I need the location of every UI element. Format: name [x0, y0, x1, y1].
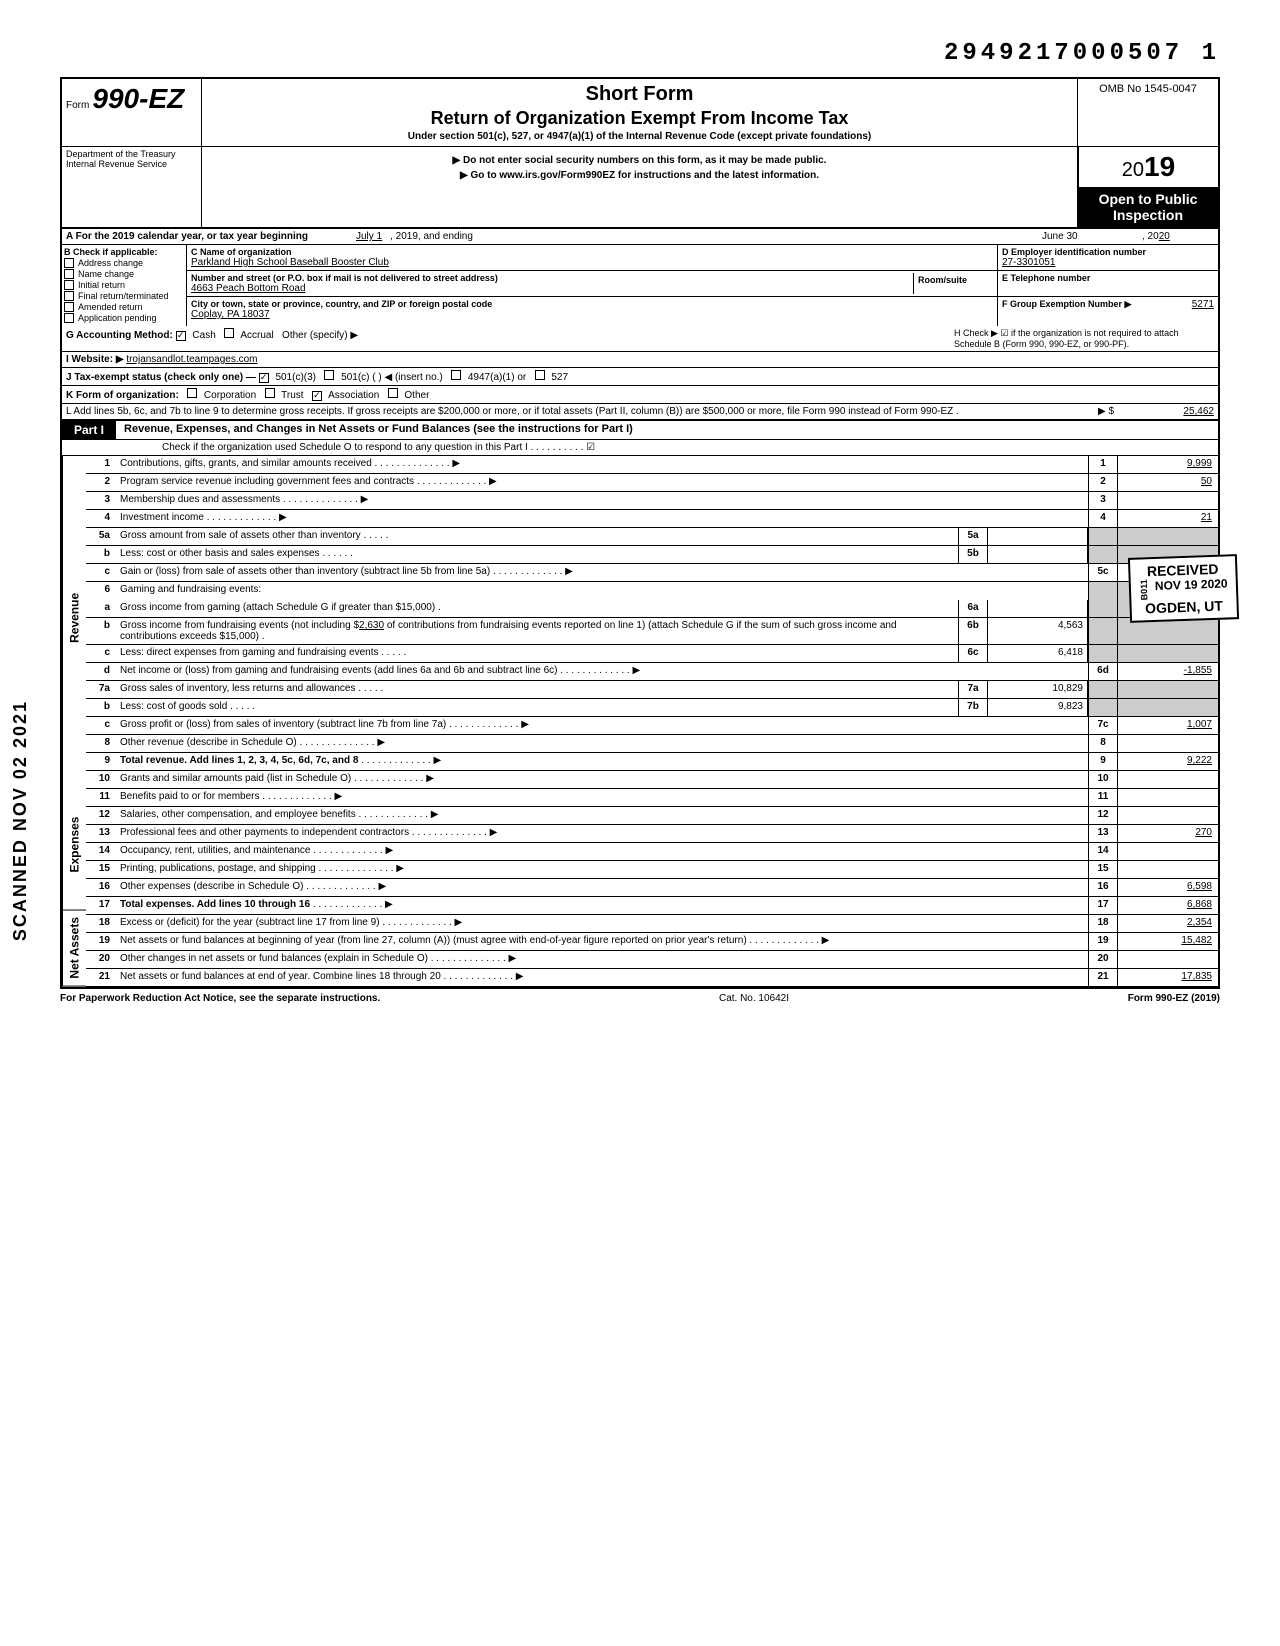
label-address: Address change	[78, 258, 143, 268]
checkbox-4947[interactable]	[451, 370, 461, 380]
checkbox-corp[interactable]	[187, 388, 197, 398]
checkbox-final[interactable]	[64, 291, 74, 301]
label-assoc: Association	[328, 390, 379, 401]
label-final: Final return/terminated	[78, 291, 169, 301]
section-b: B Check if applicable: Address change Na…	[62, 245, 187, 326]
checkbox-501c[interactable]	[324, 370, 334, 380]
label-trust: Trust	[281, 390, 303, 401]
form-header: Form 990-EZ Short Form Return of Organiz…	[60, 77, 1220, 146]
ein-value: 27-3301051	[1002, 257, 1214, 268]
label-pending: Application pending	[78, 313, 157, 323]
label-501c: 501(c) (	[341, 372, 375, 383]
row-g-label: G Accounting Method:	[66, 330, 173, 341]
checkbox-trust[interactable]	[265, 388, 275, 398]
scanned-stamp: SCANNED NOV 02 2021	[10, 700, 31, 941]
received-stamp: RECEIVED B011 NOV 19 2020 OGDEN, UT	[1128, 554, 1239, 623]
part1-label: Part I	[62, 421, 116, 439]
return-title: Return of Organization Exempt From Incom…	[210, 108, 1069, 129]
year-end-month: June 30	[1038, 229, 1138, 244]
year-end: 20	[1159, 231, 1170, 242]
room-suite: Room/suite	[913, 273, 993, 294]
group-value: 5271	[1192, 299, 1214, 310]
checkbox-cash[interactable]: ✓	[176, 331, 186, 341]
label-amended: Amended return	[78, 302, 143, 312]
received-code: B011	[1139, 579, 1150, 600]
label-cash: Cash	[192, 330, 215, 341]
ssn-warning: Do not enter social security numbers on …	[210, 155, 1069, 166]
ein-label: D Employer identification number	[1002, 247, 1214, 257]
open-public: Open to Public Inspection	[1078, 187, 1218, 227]
city-label: City or town, state or province, country…	[191, 299, 993, 309]
street-value: 4663 Peach Bottom Road	[191, 283, 913, 294]
row-a-mid: , 2019, and ending	[390, 231, 473, 242]
row-h: H Check ▶ ☑ if the organization is not r…	[954, 328, 1214, 349]
row-l-text: L Add lines 5b, 6c, and 7b to line 9 to …	[66, 406, 1074, 417]
checkbox-initial[interactable]	[64, 280, 74, 290]
schedule-o-text: Check if the organization used Schedule …	[162, 442, 595, 453]
group-label: F Group Exemption Number ▶	[1002, 299, 1131, 310]
section-b-header: B Check if applicable:	[64, 247, 184, 257]
checkbox-amended[interactable]	[64, 302, 74, 312]
document-number: 2949217000507 1	[60, 40, 1220, 67]
part1-title: Revenue, Expenses, and Changes in Net As…	[116, 421, 1218, 439]
form-number: 990-EZ	[92, 83, 184, 114]
irs-label: Internal Revenue Service	[66, 159, 197, 169]
name-label: C Name of organization	[191, 247, 993, 257]
label-other-method: Other (specify) ▶	[282, 330, 358, 341]
omb-number: OMB No 1545-0047	[1078, 79, 1218, 146]
label-insert-no: ) ◀ (insert no.)	[378, 372, 442, 383]
checkbox-address[interactable]	[64, 258, 74, 268]
checkbox-527[interactable]	[535, 370, 545, 380]
goto-text: Go to www.irs.gov/Form990EZ for instruct…	[210, 170, 1069, 181]
label-initial: Initial return	[78, 280, 125, 290]
street-label: Number and street (or P.O. box if mail i…	[191, 273, 913, 283]
section-text: Under section 501(c), 527, or 4947(a)(1)…	[210, 131, 1069, 142]
footer-right: Form 990-EZ (2019)	[1128, 993, 1220, 1004]
short-form-label: Short Form	[210, 83, 1069, 106]
checkbox-501c3[interactable]: ✓	[259, 373, 269, 383]
footer-mid: Cat. No. 10642I	[719, 993, 789, 1004]
website-value: trojansandlot.teampages.com	[126, 354, 257, 365]
checkbox-assoc[interactable]: ✓	[312, 391, 322, 401]
label-527: 527	[551, 372, 568, 383]
received-date: NOV 19 2020	[1155, 576, 1228, 600]
label-4947: 4947(a)(1) or	[468, 372, 526, 383]
row-l-arrow: ▶ $	[1074, 406, 1114, 417]
org-name: Parkland High School Baseball Booster Cl…	[191, 257, 993, 268]
form-prefix: Form	[66, 100, 89, 111]
label-name-change: Name change	[78, 269, 134, 279]
label-corp: Corporation	[204, 390, 256, 401]
revenue-label: Revenue	[62, 456, 86, 780]
year-prefix: , 20	[1142, 231, 1159, 242]
row-l-value: 25,462	[1114, 406, 1214, 417]
expenses-label: Expenses	[62, 780, 86, 911]
row-i-label: I Website: ▶	[66, 354, 124, 365]
row-a-label: A For the 2019 calendar year, or tax yea…	[66, 231, 308, 242]
checkbox-other-org[interactable]	[388, 388, 398, 398]
checkbox-name[interactable]	[64, 269, 74, 279]
footer-left: For Paperwork Reduction Act Notice, see …	[60, 993, 380, 1004]
label-other-org: Other	[404, 390, 429, 401]
checkbox-pending[interactable]	[64, 313, 74, 323]
label-accrual: Accrual	[240, 330, 273, 341]
dept-treasury: Department of the Treasury	[66, 149, 197, 159]
phone-label: E Telephone number	[1002, 273, 1214, 283]
row-j-label: J Tax-exempt status (check only one) —	[66, 372, 256, 383]
received-location: OGDEN, UT	[1140, 597, 1229, 616]
city-value: Coplay, PA 18037	[191, 309, 993, 320]
checkbox-accrual[interactable]	[224, 328, 234, 338]
net-assets-label: Net Assets	[62, 910, 86, 987]
row-k-label: K Form of organization:	[66, 390, 179, 401]
label-501c3: 501(c)(3)	[275, 372, 316, 383]
year-begin: July 1	[356, 231, 382, 242]
